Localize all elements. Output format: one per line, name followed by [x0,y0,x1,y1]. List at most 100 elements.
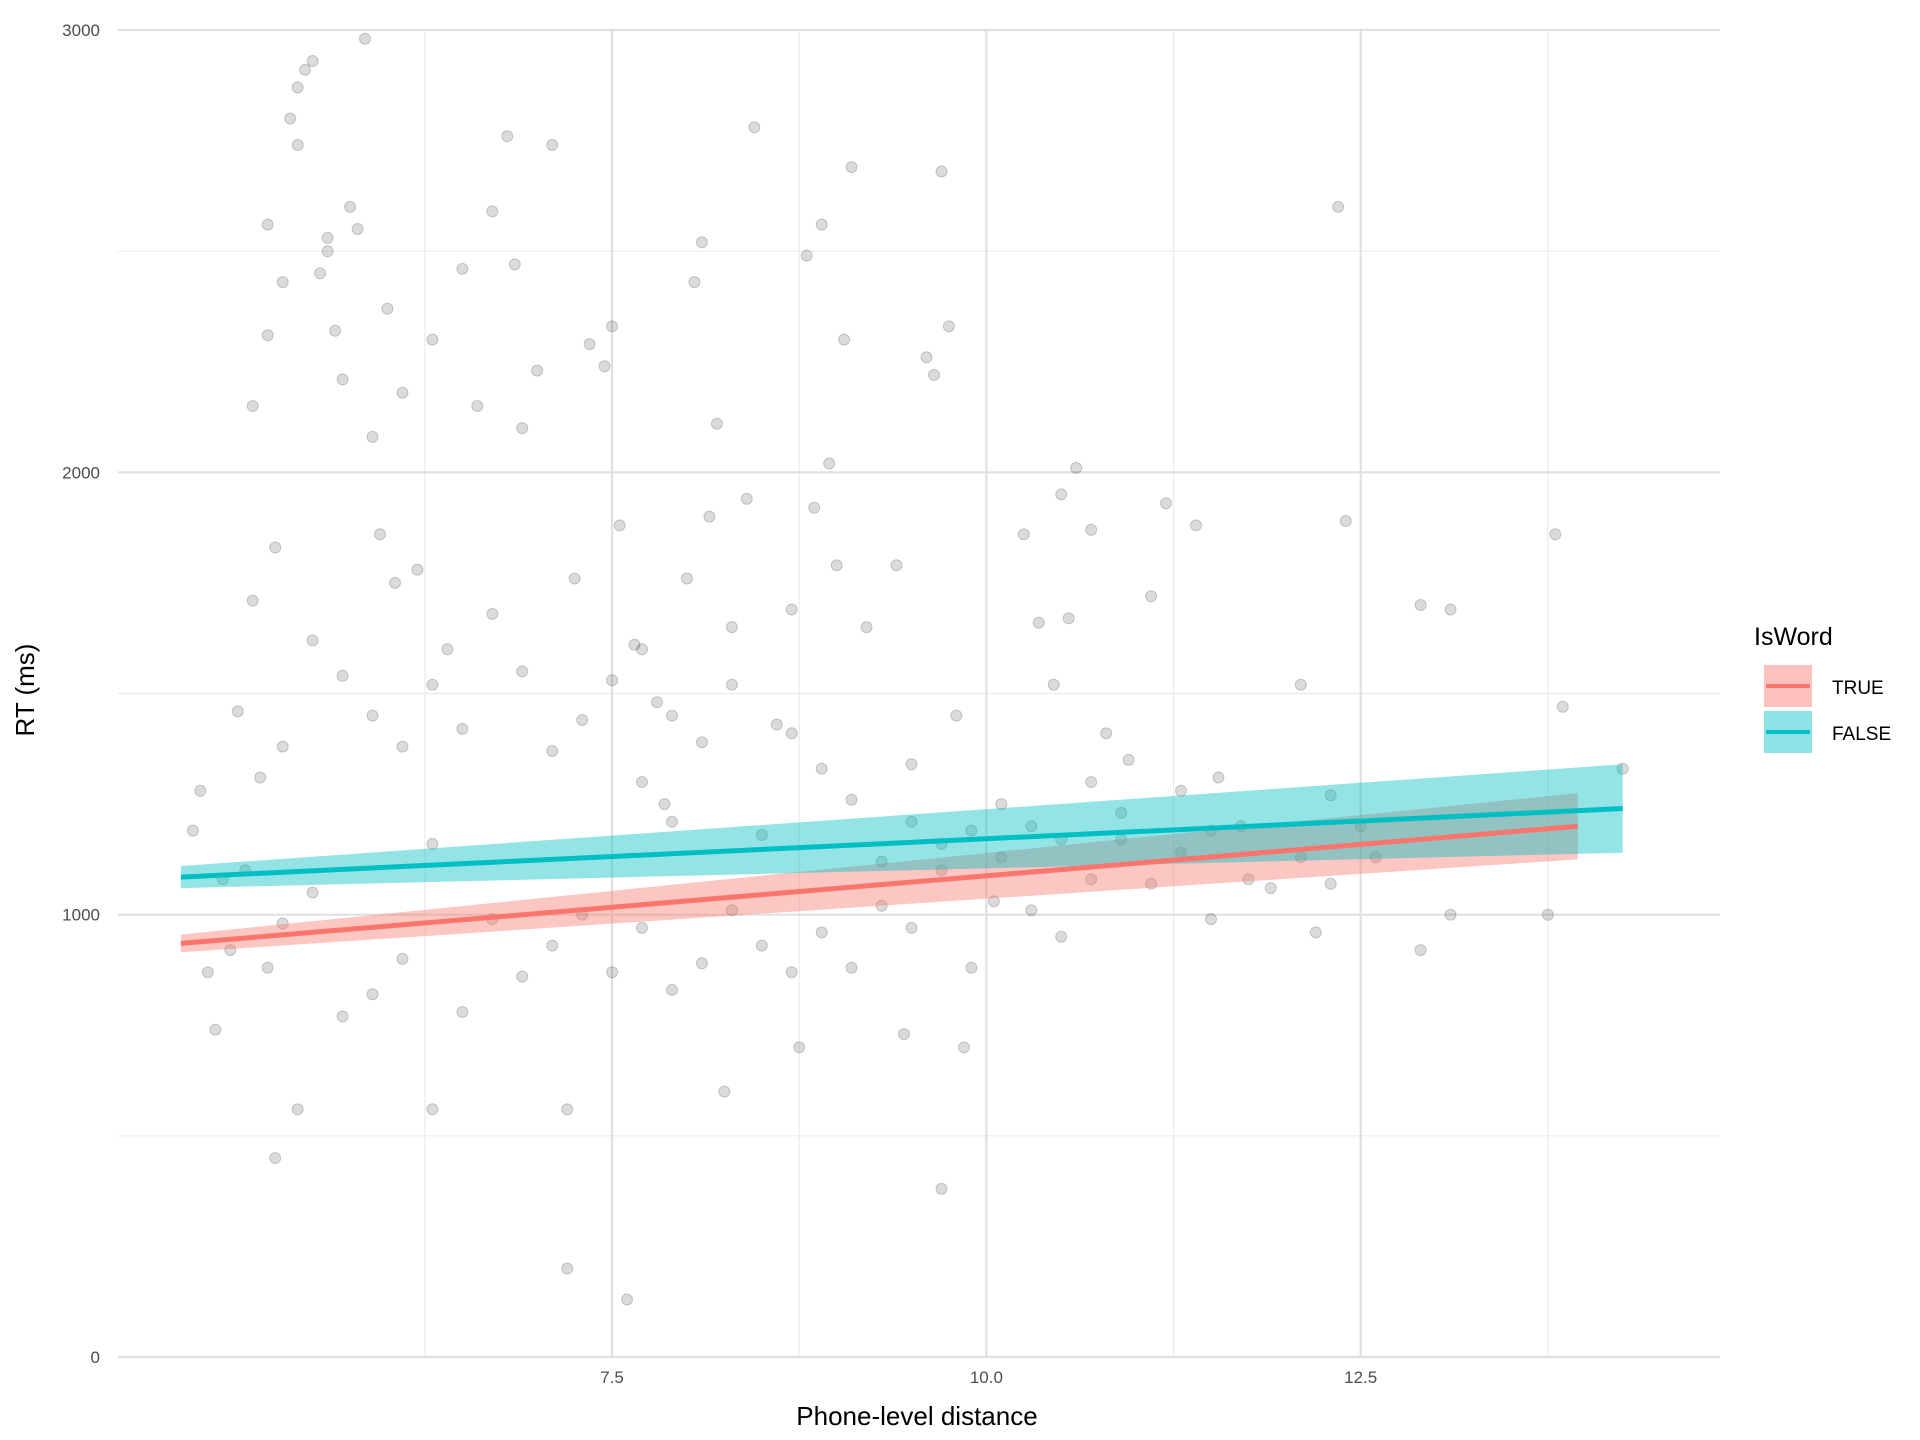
data-point [935,165,948,178]
data-point [950,709,963,722]
data-point [688,276,701,289]
data-point [336,1010,349,1023]
y-tick-label: 2000 [62,463,100,482]
data-point [508,258,521,271]
data-point [269,541,282,554]
data-point [718,1085,731,1098]
data-point [1070,461,1083,474]
data-point [1145,590,1158,603]
fit-lines [180,806,1623,946]
data-point [1115,806,1128,819]
data-point [314,267,327,280]
data-point [299,63,312,76]
data-point [568,572,581,585]
data-point [920,351,933,364]
data-point [1541,908,1554,921]
confidence-band-false [180,764,1623,889]
y-tick-label: 3000 [62,21,100,40]
data-point [531,364,544,377]
data-point [785,966,798,979]
data-point [366,709,379,722]
data-point [606,674,619,687]
data-point [306,886,319,899]
data-point [636,776,648,788]
data-point [748,121,761,134]
data-point [898,1028,910,1041]
data-point [1025,820,1038,833]
data-point [583,338,596,351]
data-point [366,988,379,1001]
data-point [269,1152,282,1164]
data-point [875,899,888,912]
data-point [396,740,409,753]
data-point [246,400,259,412]
data-point [905,758,918,771]
data-point [546,939,559,952]
data-point [636,643,648,656]
data-point [1339,515,1352,527]
data-point [486,205,499,218]
data-point [276,917,289,930]
data-point [261,961,274,974]
legend-label-true: TRUE [1832,678,1884,699]
data-point [561,1262,574,1275]
data-point [336,669,349,682]
data-point [1017,528,1030,541]
data-point [1032,616,1045,629]
data-point [276,740,289,753]
data-point [306,55,319,67]
data-point [1085,523,1098,536]
data-point [1616,762,1629,775]
data-point [1190,519,1202,532]
data-point [658,798,671,811]
data-point [830,559,843,572]
data-point [606,320,619,333]
data-point [666,983,678,996]
data-point [606,966,619,979]
data-point [860,621,873,634]
data-point [1205,913,1217,926]
data-point [695,957,708,970]
data-point [201,966,214,979]
data-point [1062,612,1075,625]
data-point [725,678,738,691]
x-tick-labels: 7.5 10.0 12.5 [600,1368,1377,1387]
data-point [725,621,738,634]
data-point [785,727,798,740]
data-point [800,249,813,262]
data-point [1369,851,1382,864]
data-point [426,1103,439,1116]
data-point [209,1023,222,1036]
data-point [291,1103,304,1116]
data-point [1242,873,1255,886]
data-point [561,1103,574,1116]
data-point [823,457,836,470]
data-point [321,245,334,258]
legend-title: IsWord [1754,623,1833,651]
data-point [636,921,648,934]
data-point [1100,727,1113,740]
data-point [598,360,611,373]
y-tick-label: 1000 [62,906,100,925]
data-point [935,864,948,877]
data-point [546,745,559,757]
y-tick-labels: 0 1000 2000 3000 [62,21,100,1367]
data-point [740,492,753,505]
data-point [486,607,499,620]
data-point [389,576,401,589]
data-point [680,572,693,585]
data-point [344,200,357,213]
grid-lines [118,28,1720,1359]
data-point [456,722,469,735]
data-point [905,815,918,828]
data-point [890,559,903,572]
data-point [651,696,663,709]
data-point [576,714,589,726]
data-point [1324,789,1337,802]
data-point [516,422,529,435]
x-tick-label: 10.0 [970,1368,1003,1387]
data-point [628,638,641,651]
data-point [1324,877,1337,890]
data-point [1264,882,1277,895]
data-point [785,603,798,616]
